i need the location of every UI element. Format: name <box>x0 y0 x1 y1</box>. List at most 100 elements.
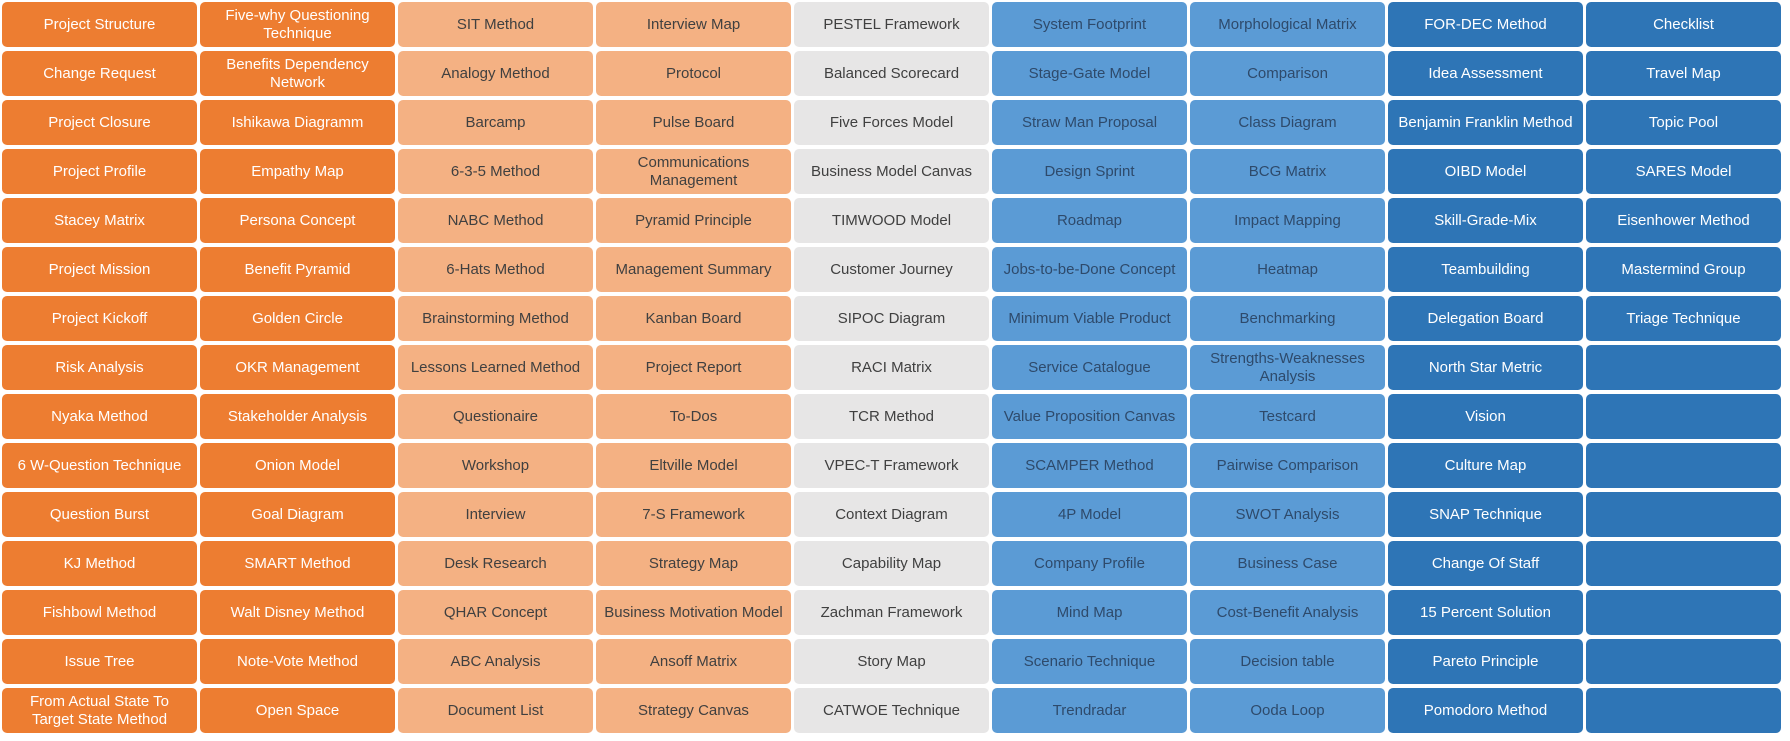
method-cell <box>1586 345 1781 390</box>
method-cell: Stakeholder Analysis <box>200 394 395 439</box>
method-cell <box>1586 688 1781 733</box>
method-cell: Project Structure <box>2 2 197 47</box>
method-cell: Teambuilding <box>1388 247 1583 292</box>
method-cell: Interview Map <box>596 2 791 47</box>
method-cell: 6-3-5 Method <box>398 149 593 194</box>
method-cell: Questionaire <box>398 394 593 439</box>
method-cell: RACI Matrix <box>794 345 989 390</box>
method-cell: Question Burst <box>2 492 197 537</box>
method-cell: QHAR Concept <box>398 590 593 635</box>
method-cell: FOR-DEC Method <box>1388 2 1583 47</box>
method-cell: NABC Method <box>398 198 593 243</box>
method-cell: Zachman Framework <box>794 590 989 635</box>
method-cell: Change Request <box>2 51 197 96</box>
method-cell <box>1586 639 1781 684</box>
method-cell: Goal Diagram <box>200 492 395 537</box>
method-cell: Communications Management <box>596 149 791 194</box>
method-cell: Customer Journey <box>794 247 989 292</box>
method-cell: Lessons Learned Method <box>398 345 593 390</box>
method-cell: SCAMPER Method <box>992 443 1187 488</box>
method-cell: Jobs-to-be-Done Concept <box>992 247 1187 292</box>
method-cell: Comparison <box>1190 51 1385 96</box>
method-cell: Stage-Gate Model <box>992 51 1187 96</box>
method-cell: SNAP Technique <box>1388 492 1583 537</box>
method-cell: Open Space <box>200 688 395 733</box>
method-cell: SIPOC Diagram <box>794 296 989 341</box>
method-cell: Ansoff Matrix <box>596 639 791 684</box>
method-cell: CATWOE Technique <box>794 688 989 733</box>
method-cell: Checklist <box>1586 2 1781 47</box>
method-cell: Straw Man Proposal <box>992 100 1187 145</box>
method-cell: From Actual State To Target State Method <box>2 688 197 733</box>
method-cell: Mind Map <box>992 590 1187 635</box>
method-cell: Eltville Model <box>596 443 791 488</box>
method-cell: Golden Circle <box>200 296 395 341</box>
method-cell: Design Sprint <box>992 149 1187 194</box>
method-cell: System Footprint <box>992 2 1187 47</box>
method-cell: Context Diagram <box>794 492 989 537</box>
method-cell: To-Dos <box>596 394 791 439</box>
method-cell: Business Motivation Model <box>596 590 791 635</box>
method-cell: Empathy Map <box>200 149 395 194</box>
method-cell: VPEC-T Framework <box>794 443 989 488</box>
method-cell: Impact Mapping <box>1190 198 1385 243</box>
method-cell: Pairwise Comparison <box>1190 443 1385 488</box>
method-cell: Decision table <box>1190 639 1385 684</box>
method-cell: North Star Metric <box>1388 345 1583 390</box>
method-cell: Workshop <box>398 443 593 488</box>
method-cell: SARES Model <box>1586 149 1781 194</box>
method-cell: Eisenhower Method <box>1586 198 1781 243</box>
method-cell: Minimum Viable Product <box>992 296 1187 341</box>
method-cell: Cost-Benefit Analysis <box>1190 590 1385 635</box>
method-cell: Business Model Canvas <box>794 149 989 194</box>
method-cell: Project Mission <box>2 247 197 292</box>
method-cell: Travel Map <box>1586 51 1781 96</box>
method-cell: Ooda Loop <box>1190 688 1385 733</box>
method-cell: ABC Analysis <box>398 639 593 684</box>
method-cell: Pareto Principle <box>1388 639 1583 684</box>
method-cell: Trendradar <box>992 688 1187 733</box>
method-cell: Issue Tree <box>2 639 197 684</box>
method-cell: Skill-Grade-Mix <box>1388 198 1583 243</box>
method-cell: Benefit Pyramid <box>200 247 395 292</box>
method-cell: Capability Map <box>794 541 989 586</box>
method-cell: OIBD Model <box>1388 149 1583 194</box>
method-cell: PESTEL Framework <box>794 2 989 47</box>
method-cell: Value Proposition Canvas <box>992 394 1187 439</box>
method-cell: Five Forces Model <box>794 100 989 145</box>
method-cell: Walt Disney Method <box>200 590 395 635</box>
method-cell: Class Diagram <box>1190 100 1385 145</box>
method-cell <box>1586 541 1781 586</box>
method-cell: Brainstorming Method <box>398 296 593 341</box>
method-cell: Project Closure <box>2 100 197 145</box>
method-cell <box>1586 443 1781 488</box>
method-cell: Project Profile <box>2 149 197 194</box>
method-cell: Story Map <box>794 639 989 684</box>
method-cell: Desk Research <box>398 541 593 586</box>
method-cell: Business Case <box>1190 541 1385 586</box>
method-cell: 7-S Framework <box>596 492 791 537</box>
method-cell: TIMWOOD Model <box>794 198 989 243</box>
method-cell: Strengths-Weaknesses Analysis <box>1190 345 1385 390</box>
method-cell <box>1586 590 1781 635</box>
method-cell: Benefits Dependency Network <box>200 51 395 96</box>
method-cell: SWOT Analysis <box>1190 492 1385 537</box>
method-cell: 6-Hats Method <box>398 247 593 292</box>
method-cell: Triage Technique <box>1586 296 1781 341</box>
method-cell: Pyramid Principle <box>596 198 791 243</box>
method-cell: Interview <box>398 492 593 537</box>
method-cell: Five-why Questioning Technique <box>200 2 395 47</box>
method-cell: 6 W-Question Technique <box>2 443 197 488</box>
method-cell: Vision <box>1388 394 1583 439</box>
method-cell <box>1586 394 1781 439</box>
method-cell: BCG Matrix <box>1190 149 1385 194</box>
method-cell: Management Summary <box>596 247 791 292</box>
method-cell: Balanced Scorecard <box>794 51 989 96</box>
method-cell: Pulse Board <box>596 100 791 145</box>
method-cell: Heatmap <box>1190 247 1385 292</box>
method-cell: Testcard <box>1190 394 1385 439</box>
method-cell: Project Report <box>596 345 791 390</box>
method-cell: OKR Management <box>200 345 395 390</box>
method-cell: Benjamin Franklin Method <box>1388 100 1583 145</box>
